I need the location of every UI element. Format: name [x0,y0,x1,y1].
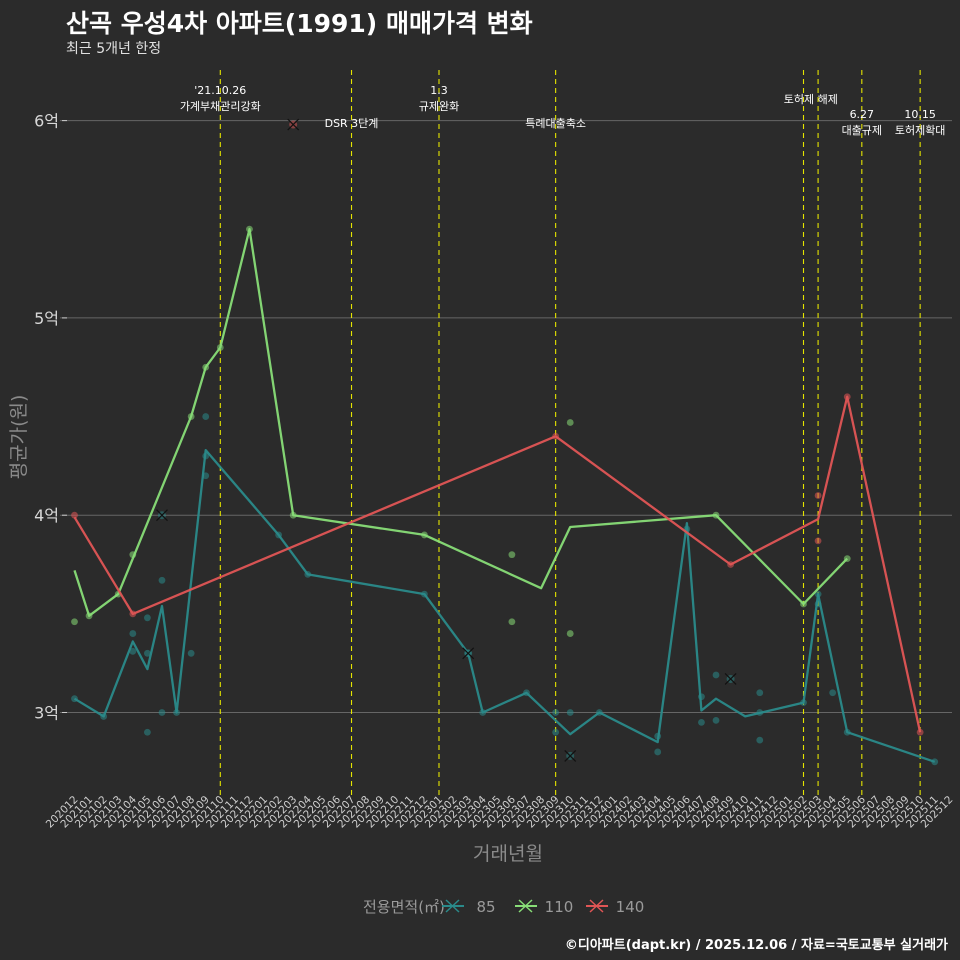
event-label: 10.15 [904,108,936,121]
data-point [814,492,822,499]
data-point [71,511,78,519]
data-point [202,413,210,420]
data-point [566,630,574,637]
chart-title: 산곡 우성4차 아파트(1991) 매매가격 변화 [66,9,533,38]
x-axis-label: 거래년월 [473,843,543,865]
event-label: 토허제확대 [895,124,946,137]
y-tick-label: 5억 [34,309,59,328]
legend: 전용면적(㎡) 85 110 140 [363,898,644,916]
series-line [73,227,849,617]
cross-marker [724,673,737,685]
cross-marker-stroke [564,749,577,762]
y-axis: 3억 4억 5억 6억 [34,112,67,723]
legend-title: 전용면적(㎡) [363,898,445,916]
data-point [129,630,137,637]
series-line [73,395,922,733]
data-point [144,728,151,736]
legend-item-110: 110 [515,898,573,916]
data-point [712,671,720,679]
event-label: 6.27 [850,108,875,121]
series-line [73,448,936,763]
legend-item-85: 85 [442,898,496,916]
data-point [916,728,924,736]
cross-marker [287,118,300,131]
cross-marker-stroke [462,647,475,660]
series-layer [71,118,939,766]
data-point [144,614,151,622]
source-caption: ©디아파트(dapt.kr) / 2025.12.06 / 자료=국토교통부 실… [564,938,948,953]
data-point [187,649,195,657]
y-tick-label: 6억 [34,112,59,131]
cross-marker-stroke [287,118,300,131]
cross-marker [564,749,577,762]
y-axis-label: 평균가(원) [8,395,30,480]
event-label: 특례대출축소 [525,117,586,130]
data-point [756,689,764,697]
data-point [698,718,705,726]
data-point [552,728,560,736]
cross-marker-stroke [156,509,168,522]
legend-item-140: 140 [586,898,644,916]
cross-marker [156,509,168,522]
event-label: 토허제 해제 [784,92,838,106]
data-point [712,716,720,724]
event-label: 가계부채관리강화 [180,100,261,113]
data-point [508,551,516,559]
y-tick-label: 4억 [34,506,59,525]
data-point [566,419,574,426]
data-point [71,618,78,626]
event-label: 대출규제 [842,124,882,137]
data-point [508,618,516,626]
legend-x-icon [445,899,460,913]
event-label: '21.10.26 [194,84,246,97]
legend-label: 140 [616,898,645,916]
data-point [158,709,166,716]
legend-x-icon [589,899,604,913]
cross-marker [462,647,475,660]
data-point [654,748,662,756]
series-140 [71,118,924,736]
data-point [756,736,764,744]
data-point [144,649,151,657]
x-axis: 2020122021012021022021032021042021052021… [44,793,956,830]
data-point [829,689,837,697]
data-point [158,576,166,584]
series-110 [71,225,851,637]
legend-x-icon [518,899,533,913]
data-point [552,709,560,716]
series-85 [71,413,939,766]
legend-label: 85 [476,898,495,916]
cross-marker-stroke [724,673,737,685]
event-label: DSR 3단계 [325,117,379,130]
data-point [566,709,574,716]
chart-subtitle: 최근 5개년 한정 [66,41,162,57]
event-label: 1.3 [430,84,448,97]
data-point [814,537,822,545]
y-tick-label: 3억 [34,704,59,723]
event-label: 규제완화 [419,100,459,113]
data-point [129,647,137,655]
legend-label: 110 [545,898,574,916]
